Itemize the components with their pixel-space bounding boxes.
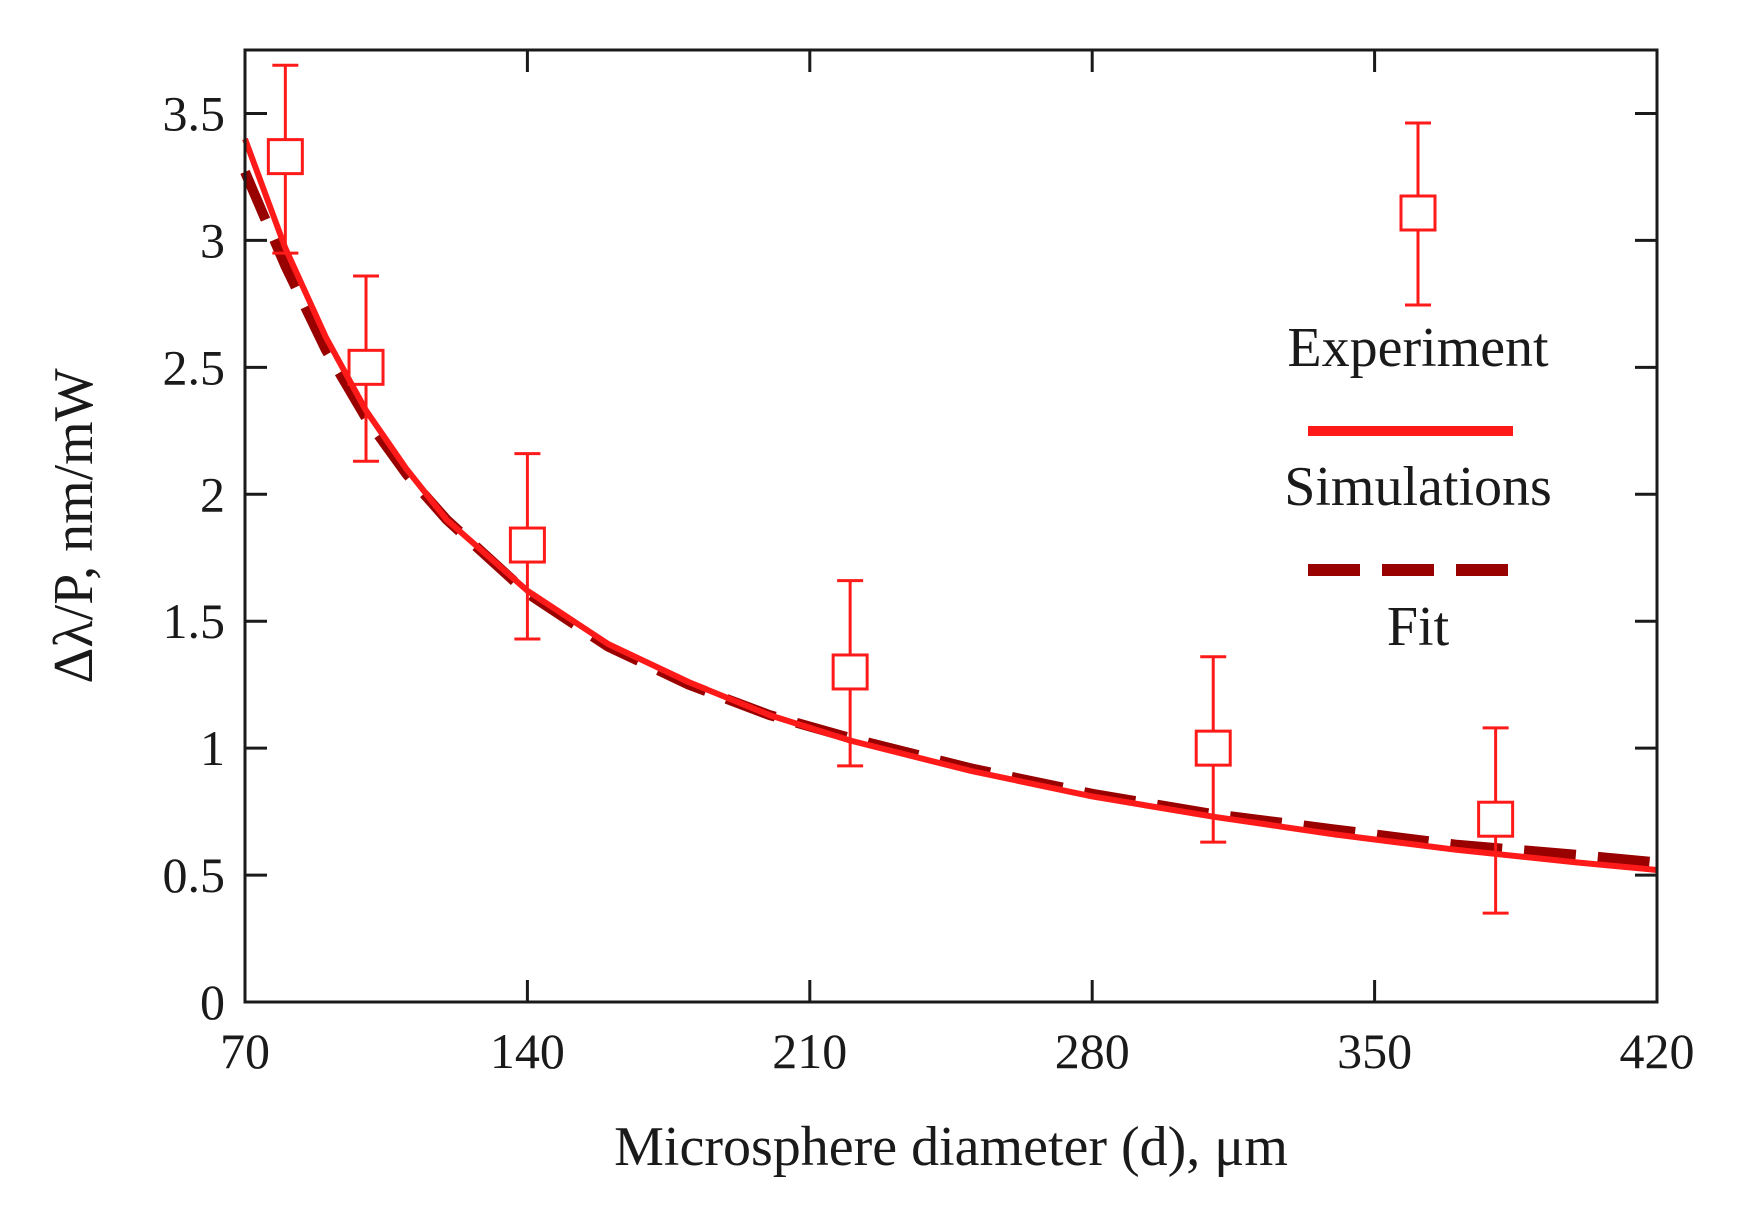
- experiment-point: [347, 274, 385, 463]
- y-axis-title: Δλ/P, nm/mW: [43, 368, 105, 683]
- experiment-marker: [1194, 729, 1232, 767]
- y-tick-label: 2.5: [163, 339, 226, 395]
- y-tick-label: 0: [200, 974, 225, 1030]
- legend-experiment-marker: [1399, 121, 1437, 307]
- experiment-marker: [508, 526, 546, 564]
- legend-fit-label: Fit: [1387, 596, 1450, 658]
- experiment-marker: [831, 653, 869, 691]
- x-tick-label: 210: [772, 1023, 847, 1079]
- tick-layer: 70 140 210 280 350 420 0 0.5 1 1.5 2 2.5 3 3.5: [163, 50, 1695, 1079]
- experiment-marker: [266, 138, 304, 176]
- x-tick-label: 140: [490, 1023, 565, 1079]
- y-tick-label: 3.5: [163, 85, 226, 141]
- y-tick-label: 1: [200, 720, 225, 776]
- legend-experiment-square: [1399, 194, 1437, 232]
- y-tick-label: 0.5: [163, 847, 226, 903]
- y-tick-label: 3: [200, 212, 225, 268]
- x-tick-label: 280: [1055, 1023, 1130, 1079]
- legend-simulations-label: Simulations: [1284, 456, 1552, 518]
- experiment-marker: [1477, 800, 1515, 838]
- simulations-series-line: [242, 137, 1658, 873]
- experiment-point: [1194, 655, 1232, 844]
- experiment-point: [508, 452, 546, 641]
- x-tick-label: 350: [1337, 1023, 1412, 1079]
- x-axis-title: Microsphere diameter (d), μm: [614, 1116, 1288, 1178]
- series-layer: [240, 63, 1658, 915]
- experiment-point: [266, 63, 304, 255]
- plot-frame: [243, 48, 1659, 1004]
- y-tick-label: 2: [200, 466, 225, 522]
- legend-experiment-label: Experiment: [1287, 317, 1549, 379]
- experiment-marker: [347, 348, 385, 386]
- x-tick-label: 420: [1620, 1023, 1695, 1079]
- y-tick-label: 1.5: [163, 593, 226, 649]
- legend: Experiment Simulations Fit: [1250, 121, 1595, 660]
- legend-background: [1250, 307, 1595, 660]
- experiment-point: [1477, 726, 1515, 915]
- experiment-point: [831, 579, 869, 768]
- x-tick-label: 70: [220, 1023, 270, 1079]
